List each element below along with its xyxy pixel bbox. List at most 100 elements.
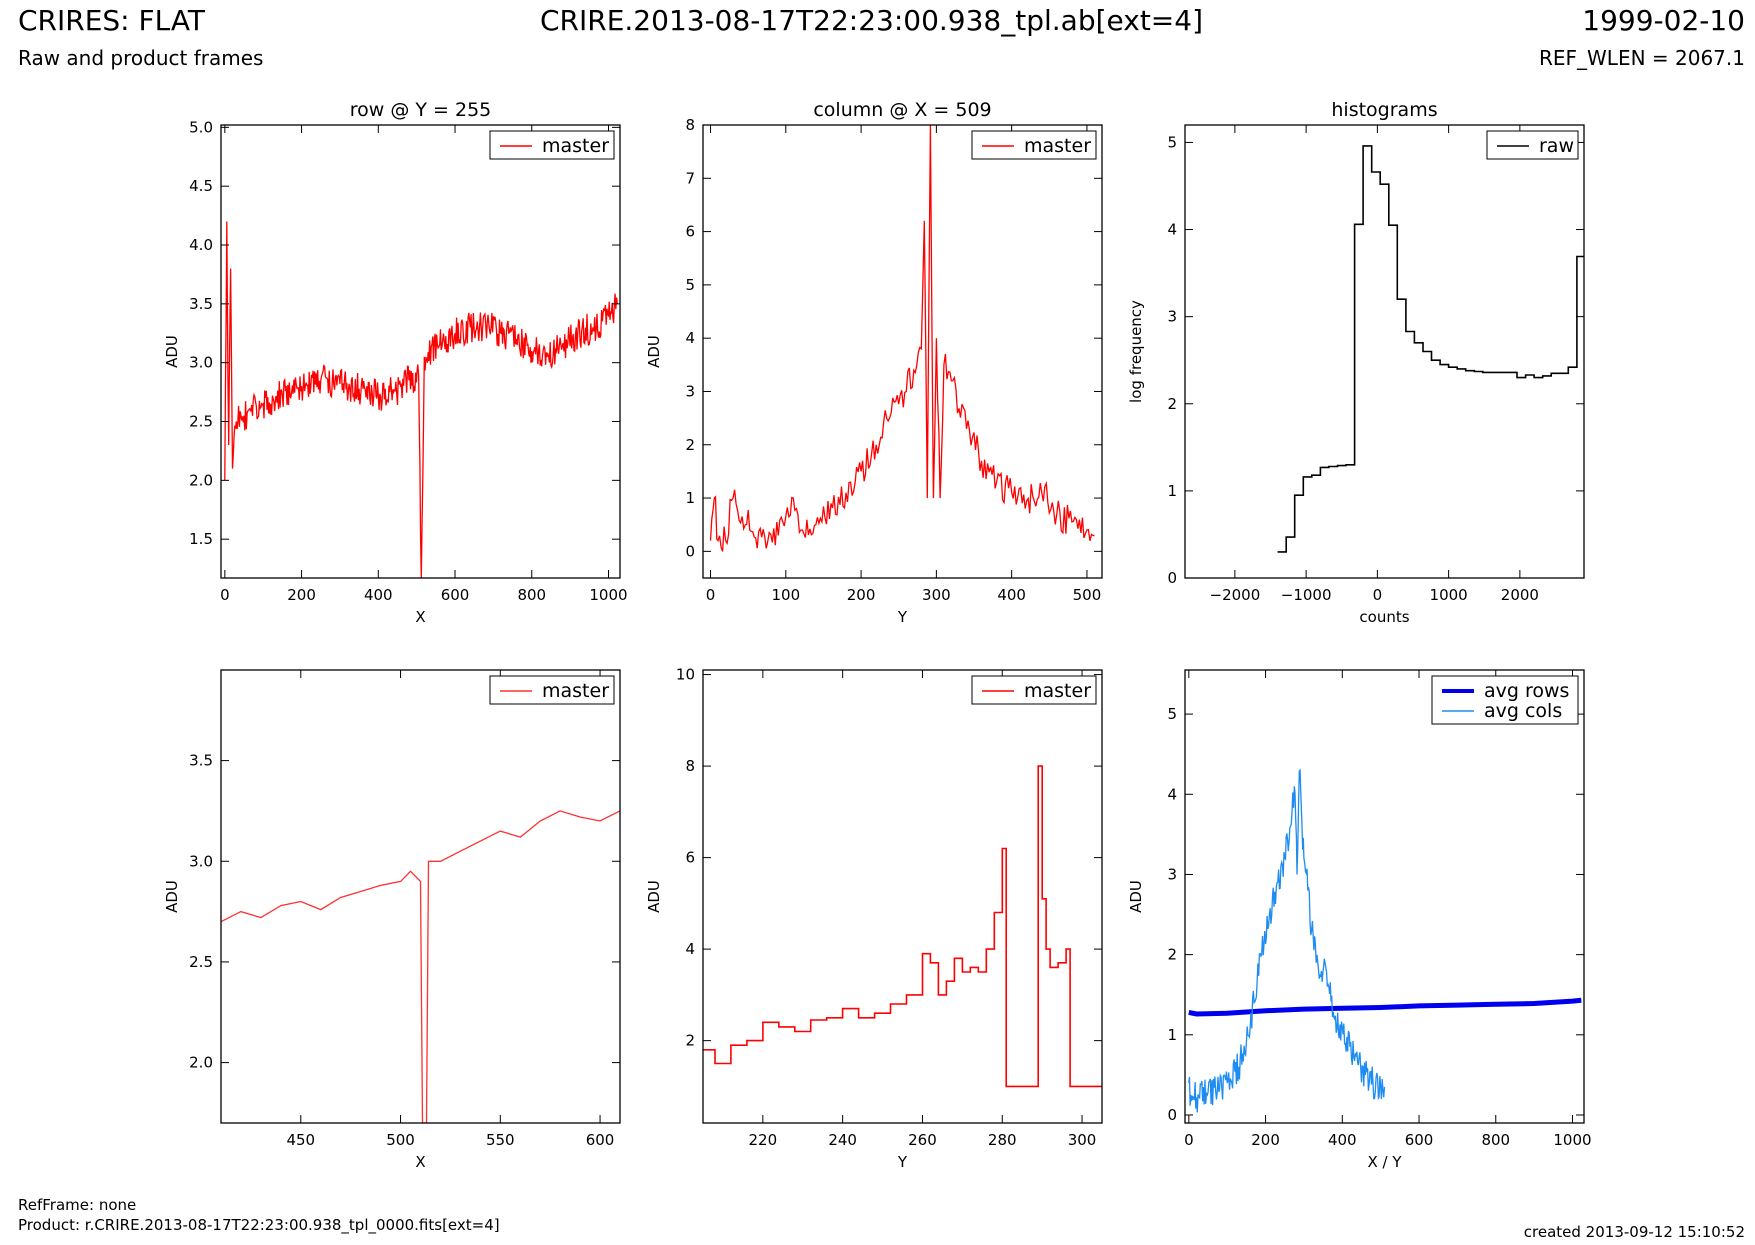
subtitle-right: REF_WLEN = 2067.1	[1538, 46, 1745, 70]
chart-panel-1: 0 200 400 600 800 1000 1.5 2.0 2.5 3.0 3.5 4.0 4.5 5.…	[163, 99, 628, 626]
y-tick-label: 0	[1167, 569, 1177, 587]
x-tick-label: 200	[1251, 1131, 1280, 1149]
y-tick-label: 4	[685, 329, 695, 347]
chart-title: row @ Y = 255	[350, 99, 492, 121]
title-right: 1999-02-10	[1582, 4, 1745, 37]
legend-label: master	[542, 135, 609, 157]
y-tick-label: 1	[685, 489, 695, 507]
x-tick-label: 500	[386, 1131, 415, 1149]
y-tick-label: 4	[1167, 221, 1177, 239]
x-axis-label: X / Y	[1367, 1153, 1402, 1171]
y-tick-label: 3.0	[189, 354, 213, 372]
x-axis-label: counts	[1359, 608, 1409, 626]
x-axis-label: X	[415, 608, 425, 626]
y-tick-label: 1.5	[189, 530, 213, 548]
y-tick-label: 5.0	[189, 118, 213, 136]
legend: master	[971, 675, 1097, 705]
y-axis-label: ADU	[1127, 880, 1145, 913]
x-tick-label: 1000	[1553, 1131, 1591, 1149]
x-tick-label: 600	[586, 1131, 615, 1149]
x-axis-label: X	[415, 1153, 425, 1171]
y-tick-label: 4.0	[189, 236, 213, 254]
x-tick-label: 0	[706, 586, 716, 604]
y-axis-label: ADU	[163, 880, 181, 913]
y-tick-label: 3	[1167, 865, 1177, 883]
y-tick-label: 3.5	[189, 295, 213, 313]
title-left: CRIRES: FLAT	[18, 4, 205, 37]
legend-label: avg rows	[1484, 680, 1569, 702]
chart-panel-3: −2000 −1000 0 1000 2000 0 1 2 3 4 5 histograms count…	[1127, 99, 1585, 626]
y-tick-label: 0	[1167, 1106, 1177, 1124]
y-axis-label: ADU	[645, 880, 663, 913]
y-tick-label: 2.0	[189, 1054, 213, 1072]
y-tick-label: 10	[676, 666, 695, 684]
legend-box	[971, 130, 1097, 160]
y-tick-label: 5	[1167, 705, 1177, 723]
y-axis-label: ADU	[163, 335, 181, 368]
y-tick-label: 3.0	[189, 852, 213, 870]
x-tick-label: 1000	[1430, 586, 1468, 604]
legend-box	[1486, 130, 1579, 160]
subtitle-left: Raw and product frames	[18, 46, 264, 70]
y-tick-label: 2.5	[189, 953, 213, 971]
y-tick-label: 5	[1167, 133, 1177, 151]
x-tick-label: 100	[771, 586, 800, 604]
y-tick-label: 2.5	[189, 413, 213, 431]
legend-label: raw	[1539, 135, 1574, 157]
legend-box	[489, 130, 615, 160]
legend-label: master	[542, 680, 609, 702]
y-tick-label: 2	[1167, 395, 1177, 413]
chart-panel-5: 220 240 260 280 300 2 4 6 8 10 Y ADU master	[645, 666, 1103, 1171]
series-line-raw	[1277, 145, 1584, 553]
footer-product: Product: r.CRIRE.2013-08-17T22:23:00.938…	[18, 1216, 500, 1234]
y-tick-label: 3	[685, 382, 695, 400]
legend-label: avg cols	[1484, 700, 1562, 722]
x-tick-label: 600	[1405, 1131, 1434, 1149]
y-tick-label: 2	[685, 436, 695, 454]
y-tick-label: 0	[685, 542, 695, 560]
x-tick-label: 0	[1373, 586, 1383, 604]
x-tick-label: 300	[1068, 1131, 1097, 1149]
x-tick-label: 550	[486, 1131, 515, 1149]
series-line-master	[709, 125, 1095, 552]
x-tick-label: −1000	[1281, 586, 1332, 604]
x-axis-label: Y	[897, 608, 908, 626]
x-tick-label: 1000	[589, 586, 627, 604]
x-tick-label: 0	[220, 586, 230, 604]
y-axis-label: ADU	[645, 335, 663, 368]
legend-box	[1431, 675, 1579, 725]
plot-frame	[702, 669, 1103, 1124]
y-tick-label: 6	[685, 849, 695, 867]
series-line-avg-cols	[1188, 768, 1386, 1113]
y-tick-label: 5	[685, 276, 695, 294]
title-center: CRIRE.2013-08-17T22:23:00.938_tpl.ab[ext…	[540, 4, 1204, 37]
chart-panel-4: 450 500 550 600 2.0 2.5 3.0 3.5 X ADU master	[163, 669, 621, 1171]
y-tick-label: 4.5	[189, 177, 213, 195]
plot-frame	[702, 124, 1103, 579]
x-tick-label: 400	[364, 586, 393, 604]
plot-frame	[1184, 669, 1585, 1124]
x-tick-label: 2000	[1501, 586, 1539, 604]
y-axis-label: log frequency	[1127, 300, 1145, 403]
y-tick-label: 2	[685, 1032, 695, 1050]
legend: master	[489, 675, 615, 705]
y-tick-label: 6	[685, 223, 695, 241]
footer-created: created 2013-09-12 15:10:52	[1523, 1223, 1745, 1241]
y-tick-label: 8	[685, 116, 695, 134]
x-tick-label: 280	[988, 1131, 1017, 1149]
x-tick-label: 260	[908, 1131, 937, 1149]
y-tick-label: 4	[685, 940, 695, 958]
x-tick-label: 0	[1184, 1131, 1194, 1149]
legend-box	[489, 675, 615, 705]
plot-frame	[1184, 124, 1585, 579]
y-tick-label: 1	[1167, 1026, 1177, 1044]
y-tick-label: 1	[1167, 482, 1177, 500]
legend: master	[971, 130, 1097, 160]
footer-ref-frame: RefFrame: none	[18, 1196, 137, 1214]
y-tick-label: 2	[1167, 946, 1177, 964]
x-tick-label: 220	[749, 1131, 778, 1149]
legend-label: master	[1024, 135, 1091, 157]
x-tick-label: −2000	[1210, 586, 1261, 604]
x-tick-label: 600	[441, 586, 470, 604]
